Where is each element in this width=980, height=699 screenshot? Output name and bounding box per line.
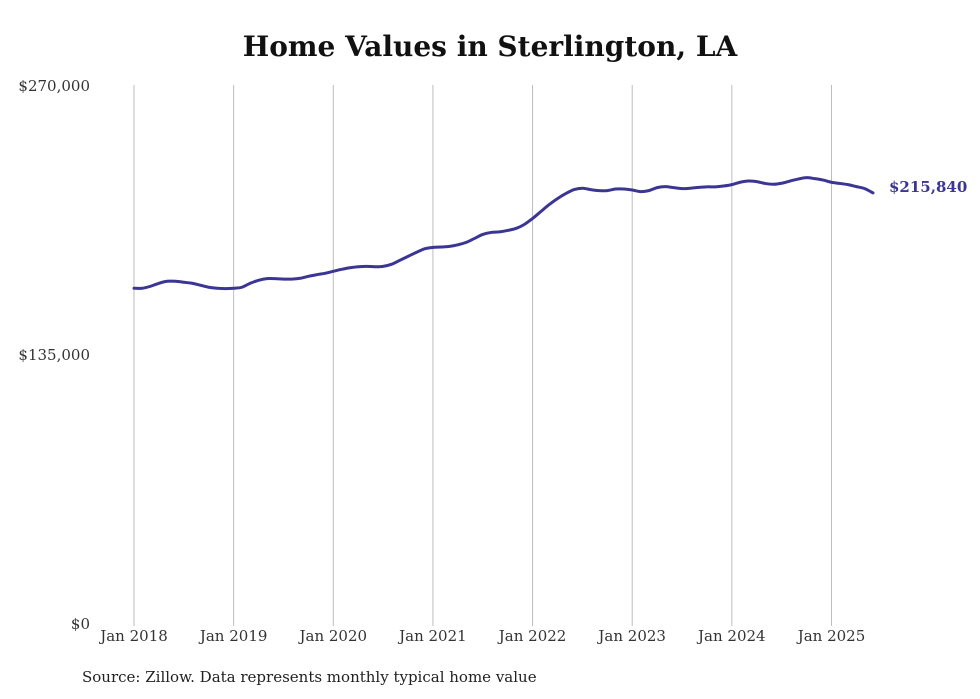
x-tick-label: Jan 2021 <box>397 627 467 645</box>
y-tick-label: $0 <box>71 615 90 633</box>
x-tick-label: Jan 2025 <box>796 627 866 645</box>
series-line <box>132 176 875 291</box>
x-tick-label: Jan 2018 <box>98 627 168 645</box>
source-note: Source: Zillow. Data represents monthly … <box>82 668 537 686</box>
chart-title: Home Values in Sterlington, LA <box>242 30 738 63</box>
x-tick-label: Jan 2022 <box>497 627 567 645</box>
x-tick-label: Jan 2023 <box>596 627 666 645</box>
x-tick-label: Jan 2019 <box>198 627 268 645</box>
y-axis-ticks: $0 $135,000 $270,000 <box>18 77 90 633</box>
x-axis-ticks: Jan 2018 Jan 2019 Jan 2020 Jan 2021 Jan 2022… <box>98 627 865 645</box>
gridlines <box>133 85 832 626</box>
y-tick-label: $270,000 <box>18 77 90 95</box>
line-chart: $0$135,000$270,000 Jan 2018 Jan 2019 Jan 2… <box>18 77 967 645</box>
x-tick-label: Jan 2024 <box>696 627 766 645</box>
end-label-layer: $215,840 <box>889 178 967 196</box>
x-tick-label: Jan 2020 <box>297 627 367 645</box>
end-value-label: $215,840 <box>889 178 967 196</box>
y-tick-label: $135,000 <box>18 346 90 364</box>
series-layer <box>132 176 875 291</box>
